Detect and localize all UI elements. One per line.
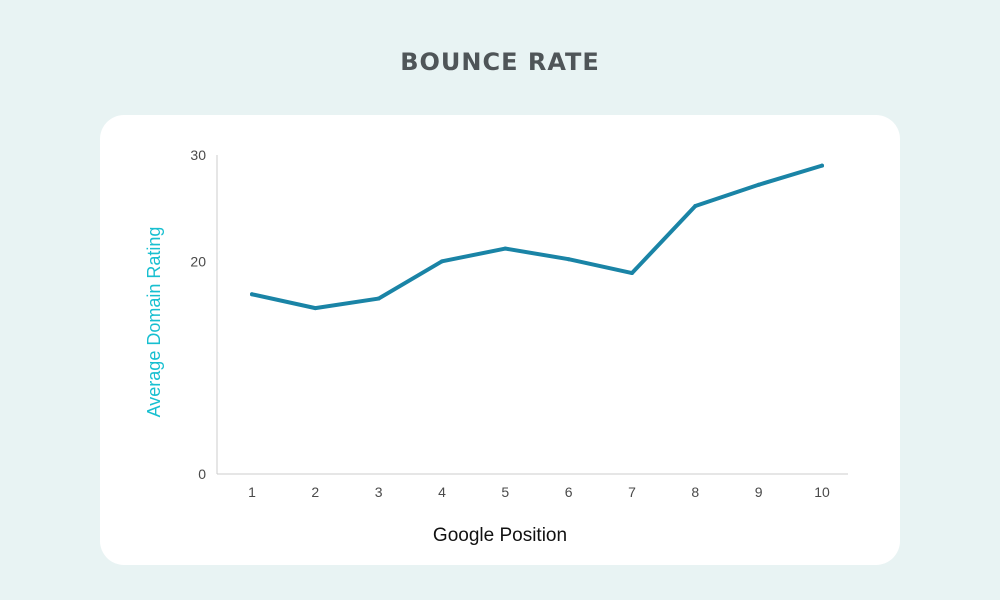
x-tick-label: 1 [248, 484, 256, 500]
data-point [566, 257, 571, 262]
x-tick-label: 9 [755, 484, 763, 500]
data-point [756, 182, 761, 187]
data-point [693, 204, 698, 209]
x-tick-label: 10 [814, 484, 830, 500]
data-point [376, 296, 381, 301]
y-axis-label: Average Domain Rating [144, 227, 164, 418]
x-tick-labels: 1 2 3 4 5 6 7 8 9 10 [248, 484, 830, 500]
data-point [630, 271, 634, 276]
x-tick-label: 8 [691, 484, 699, 500]
y-tick-label: 30 [190, 147, 206, 163]
x-tick-label: 5 [501, 484, 509, 500]
chart-card [100, 115, 900, 565]
y-tick-labels: 0 20 30 [190, 147, 206, 482]
data-point [313, 306, 318, 311]
y-tick-label: 20 [190, 253, 206, 269]
data-point [440, 259, 444, 264]
data-point [250, 292, 254, 297]
chart-title: BOUNCE RATE [400, 48, 600, 76]
data-point [503, 246, 508, 251]
x-axis-label: Google Position [433, 525, 567, 546]
x-tick-label: 3 [375, 484, 383, 500]
x-tick-label: 4 [438, 484, 446, 500]
data-point [820, 163, 824, 168]
x-tick-label: 6 [565, 484, 573, 500]
series-line [250, 163, 824, 311]
x-tick-label: 7 [628, 484, 636, 500]
y-tick-label: 0 [198, 466, 206, 482]
x-tick-label: 2 [311, 484, 319, 500]
data-points [250, 163, 824, 311]
